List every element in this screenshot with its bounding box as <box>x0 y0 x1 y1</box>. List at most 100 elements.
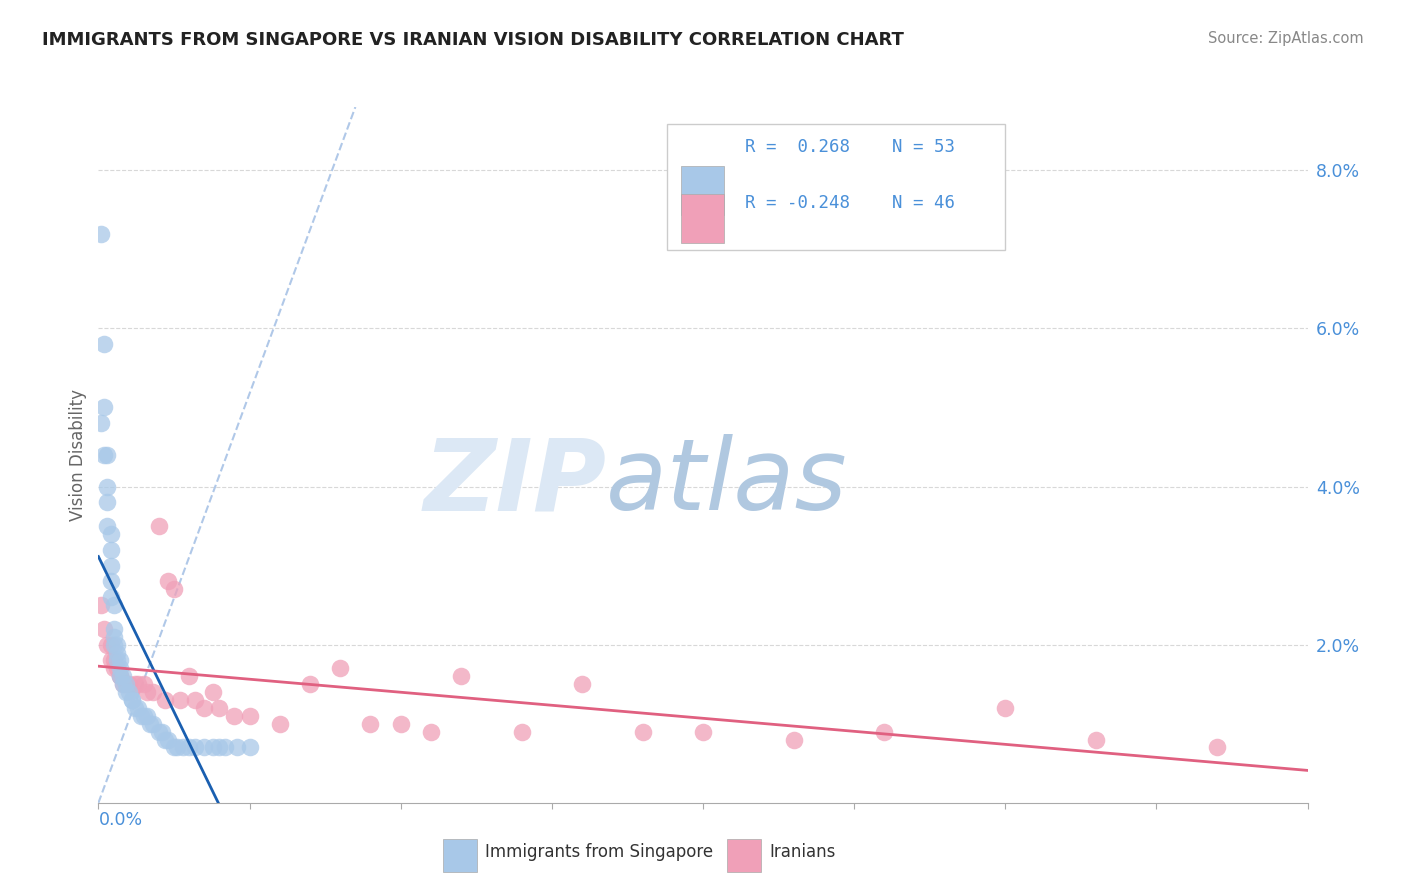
Point <box>163 740 186 755</box>
Point <box>105 653 128 667</box>
Point <box>782 732 804 747</box>
Point <box>142 685 165 699</box>
Point <box>114 677 136 691</box>
Point <box>153 693 176 707</box>
Text: atlas: atlas <box>606 434 848 532</box>
Point <box>135 685 157 699</box>
Point <box>1085 732 1108 747</box>
FancyBboxPatch shape <box>682 166 724 215</box>
Point <box>121 693 143 707</box>
Point <box>389 716 412 731</box>
Point <box>202 685 225 699</box>
Text: IMMIGRANTS FROM SINGAPORE VS IRANIAN VISION DISABILITY CORRELATION CHART: IMMIGRANTS FROM SINGAPORE VS IRANIAN VIS… <box>42 31 904 49</box>
Point <box>100 653 122 667</box>
Point <box>571 677 593 691</box>
Point <box>121 693 143 707</box>
Point <box>510 724 533 739</box>
Point <box>96 495 118 509</box>
Point <box>100 591 122 605</box>
Point <box>631 724 654 739</box>
Point <box>100 558 122 573</box>
Point <box>224 708 246 723</box>
Point <box>90 227 112 241</box>
Point <box>96 638 118 652</box>
Point <box>214 740 236 755</box>
Point <box>103 653 125 667</box>
Point <box>139 716 162 731</box>
FancyBboxPatch shape <box>682 194 724 243</box>
Point <box>239 708 262 723</box>
Point <box>150 724 173 739</box>
Point <box>193 701 215 715</box>
Text: ZIP: ZIP <box>423 434 606 532</box>
Point <box>96 448 118 462</box>
Text: 0.0%: 0.0% <box>98 811 142 830</box>
Point <box>169 693 191 707</box>
Point <box>239 740 262 755</box>
Point <box>172 740 194 755</box>
Point <box>153 732 176 747</box>
Point <box>111 669 134 683</box>
Point <box>148 724 170 739</box>
Point <box>329 661 352 675</box>
FancyBboxPatch shape <box>666 125 1005 250</box>
Point <box>692 724 714 739</box>
Point <box>124 677 146 691</box>
Point <box>994 701 1017 715</box>
Point <box>93 337 115 351</box>
Point <box>96 479 118 493</box>
Point <box>360 716 382 731</box>
FancyBboxPatch shape <box>443 839 477 872</box>
Point <box>90 598 112 612</box>
Point <box>163 582 186 597</box>
Point <box>103 598 125 612</box>
Point <box>103 661 125 675</box>
Point <box>132 677 155 691</box>
Text: Iranians: Iranians <box>769 843 837 861</box>
Point <box>269 716 291 731</box>
Point <box>208 701 231 715</box>
Point <box>127 677 149 691</box>
Point <box>105 638 128 652</box>
Point <box>114 677 136 691</box>
Point <box>93 622 115 636</box>
Point <box>96 519 118 533</box>
Text: R = -0.248    N = 46: R = -0.248 N = 46 <box>745 194 955 212</box>
Y-axis label: Vision Disability: Vision Disability <box>69 389 87 521</box>
Point <box>193 740 215 755</box>
Point <box>118 685 141 699</box>
Point <box>108 669 131 683</box>
Point <box>108 669 131 683</box>
Point <box>124 701 146 715</box>
Point <box>1206 740 1229 755</box>
Point <box>177 669 201 683</box>
Point <box>419 724 441 739</box>
Point <box>226 740 249 755</box>
Point <box>177 740 201 755</box>
Point <box>450 669 472 683</box>
Point <box>103 622 125 636</box>
Point <box>184 740 207 755</box>
Point <box>100 638 122 652</box>
Point <box>105 646 128 660</box>
Point <box>93 401 115 415</box>
Point <box>156 732 179 747</box>
Point <box>166 740 188 755</box>
Point <box>90 417 112 431</box>
Point <box>118 677 141 691</box>
Point <box>103 630 125 644</box>
Point <box>103 638 125 652</box>
Point <box>100 527 122 541</box>
Text: Source: ZipAtlas.com: Source: ZipAtlas.com <box>1208 31 1364 46</box>
Point <box>208 740 231 755</box>
Point <box>93 448 115 462</box>
Point <box>111 677 134 691</box>
Point <box>148 519 170 533</box>
Point <box>127 701 149 715</box>
Point <box>108 661 131 675</box>
Text: R =  0.268    N = 53: R = 0.268 N = 53 <box>745 138 955 156</box>
Point <box>132 708 155 723</box>
Point <box>299 677 322 691</box>
Text: Immigrants from Singapore: Immigrants from Singapore <box>485 843 713 861</box>
Point <box>873 724 896 739</box>
